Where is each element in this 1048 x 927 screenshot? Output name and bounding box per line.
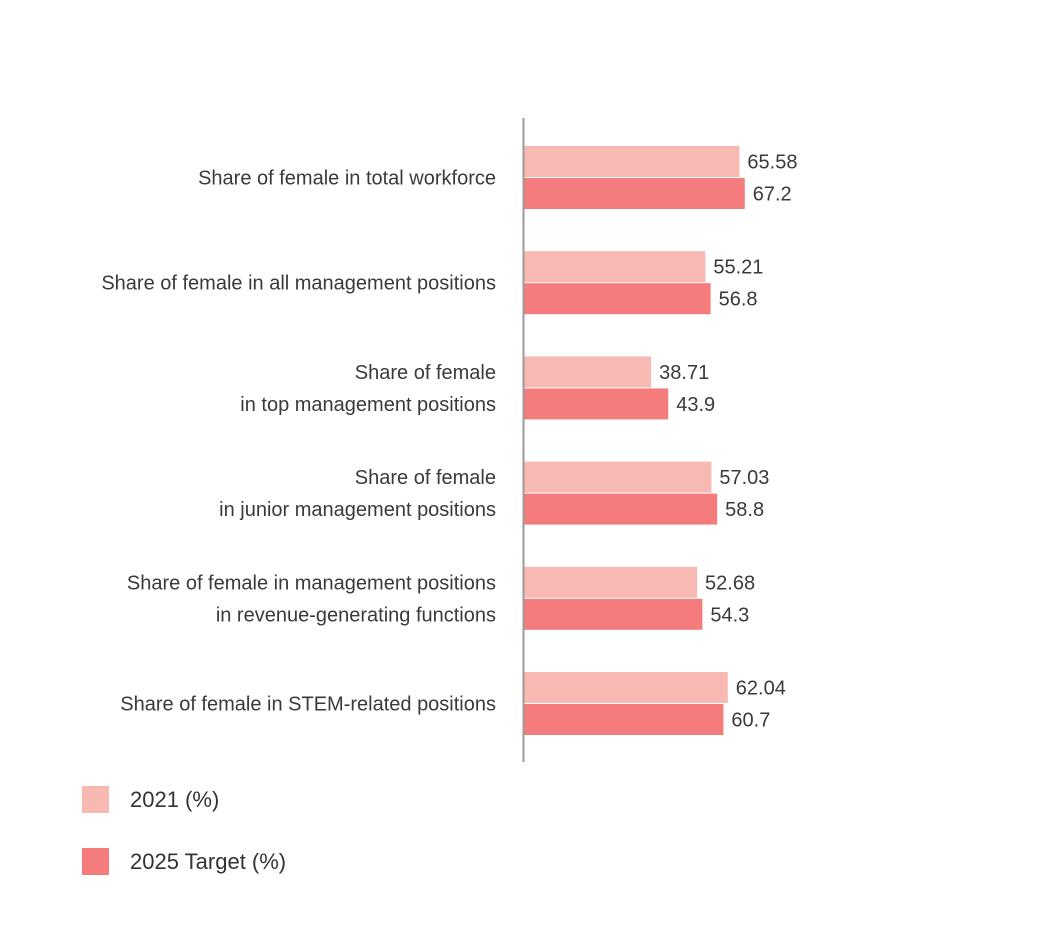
- value-label-2021-1: 55.21: [713, 257, 763, 279]
- bar-2025-target-3: [524, 493, 718, 525]
- bar-2021-3: [524, 461, 712, 493]
- category-label-1-line-0: Share of female in all management positi…: [101, 273, 496, 295]
- category-label-3-line-1: in junior management positions: [219, 499, 496, 521]
- legend-item-2025-target: 2025 Target (%): [82, 848, 286, 875]
- bar-2025-target-1: [524, 283, 711, 315]
- bar-2021-4: [524, 566, 698, 598]
- value-label-2021-4: 52.68: [705, 572, 755, 594]
- value-label-2021-5: 62.04: [736, 678, 786, 700]
- bar-2021-1: [524, 251, 706, 283]
- category-labels: Share of female in total workforce Share …: [101, 168, 496, 716]
- category-label-3-line-0: Share of female: [355, 467, 496, 489]
- category-label-4-line-1: in revenue-generating functions: [216, 604, 496, 626]
- legend-item-2021: 2021 (%): [82, 786, 219, 813]
- legend-label-2025-target: 2025 Target (%): [130, 848, 287, 874]
- value-label-2025-target-2: 43.9: [676, 394, 715, 416]
- category-label-4-line-0: Share of female in management positions: [127, 572, 496, 594]
- category-label-0-line-0: Share of female in total workforce: [198, 168, 496, 190]
- bar-2025-target-2: [524, 388, 669, 420]
- value-label-2025-target-1: 56.8: [719, 289, 758, 311]
- value-label-2021-3: 57.03: [719, 467, 769, 489]
- bar-2025-target-4: [524, 598, 703, 630]
- bar-2021-5: [524, 672, 728, 703]
- bar-2021-0: [524, 146, 740, 177]
- legend-swatch-2021: [82, 786, 109, 813]
- legend-swatch-2025-target: [82, 848, 109, 875]
- category-label-2-line-1: in top management positions: [240, 394, 496, 416]
- category-label-5-line-0: Share of female in STEM-related position…: [120, 694, 496, 716]
- bar-2025-target-0: [524, 178, 745, 209]
- value-label-2021-0: 65.58: [747, 152, 797, 174]
- value-label-2025-target-0: 67.2: [753, 184, 792, 206]
- value-label-2025-target-5: 60.7: [731, 710, 770, 732]
- bar-2025-target-5: [524, 704, 724, 735]
- bars-group: 65.58 67.2 55.21 56.8 38.71 43.9 57.03 58.8 52.6…: [524, 146, 797, 735]
- value-label-2021-2: 38.71: [659, 362, 709, 384]
- value-label-2025-target-3: 58.8: [725, 499, 764, 521]
- legend-label-2021: 2021 (%): [130, 786, 220, 812]
- value-label-2025-target-4: 54.3: [710, 604, 749, 626]
- bar-2021-2: [524, 356, 652, 388]
- category-label-2-line-0: Share of female: [355, 362, 496, 384]
